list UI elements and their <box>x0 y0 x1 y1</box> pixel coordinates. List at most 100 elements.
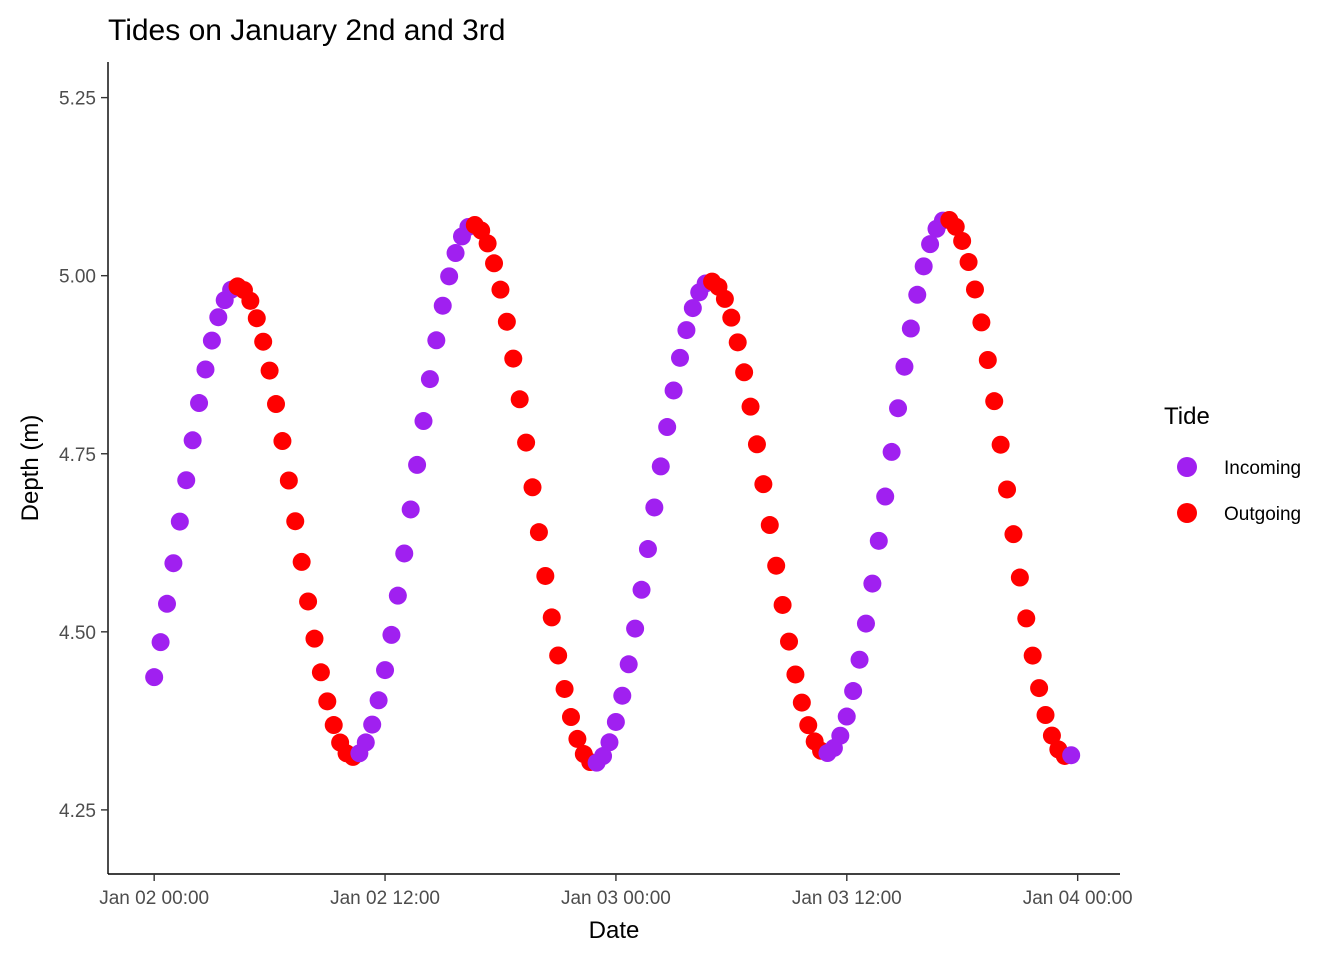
incoming-point <box>408 455 427 474</box>
incoming-point <box>433 296 452 315</box>
incoming-point <box>619 655 638 674</box>
incoming-point <box>209 308 228 327</box>
legend-swatch-incoming <box>1177 457 1197 477</box>
incoming-point <box>1062 746 1081 765</box>
incoming-point <box>164 554 183 573</box>
legend-title: Tide <box>1164 403 1210 430</box>
legend-label-incoming: Incoming <box>1224 458 1301 479</box>
incoming-point <box>677 321 696 340</box>
incoming-point <box>638 540 657 559</box>
outgoing-point <box>1023 646 1042 665</box>
incoming-point <box>869 531 888 550</box>
outgoing-point <box>568 729 587 748</box>
outgoing-point <box>555 679 574 698</box>
outgoing-point <box>311 663 330 682</box>
incoming-point <box>395 544 414 563</box>
outgoing-point <box>1017 609 1036 628</box>
incoming-point <box>651 457 670 476</box>
outgoing-point <box>799 716 818 735</box>
outgoing-point <box>241 291 260 310</box>
outgoing-point <box>715 289 734 308</box>
incoming-point <box>177 471 196 490</box>
outgoing-point <box>773 595 792 614</box>
outgoing-point <box>510 390 529 409</box>
outgoing-point <box>735 363 754 382</box>
y-axis-title: Depth (m) <box>17 415 44 522</box>
incoming-point <box>856 614 875 633</box>
outgoing-point <box>485 254 504 273</box>
incoming-point <box>440 267 459 286</box>
outgoing-point <box>299 592 318 611</box>
outgoing-point <box>978 351 997 369</box>
incoming-point <box>831 726 850 745</box>
incoming-point <box>683 299 702 318</box>
incoming-point <box>382 625 401 644</box>
outgoing-point <box>561 708 580 727</box>
outgoing-point <box>965 280 984 299</box>
incoming-point <box>671 348 689 367</box>
y-tick-label: 5.25 <box>59 89 96 110</box>
outgoing-point <box>972 313 991 332</box>
incoming-point <box>388 586 407 605</box>
outgoing-point <box>946 217 965 236</box>
y-tick-label: 4.25 <box>59 801 96 822</box>
outgoing-point <box>305 629 324 648</box>
incoming-point <box>145 668 164 687</box>
outgoing-point <box>767 556 786 575</box>
incoming-point <box>626 619 645 638</box>
incoming-point <box>613 686 632 705</box>
incoming-point <box>600 733 619 752</box>
incoming-point <box>645 498 664 517</box>
x-axis-title: Date <box>589 917 640 944</box>
outgoing-point <box>247 309 266 328</box>
outgoing-point <box>279 471 298 490</box>
outgoing-point <box>478 234 497 253</box>
outgoing-point <box>504 349 523 368</box>
outgoing-point <box>998 480 1017 499</box>
outgoing-point <box>497 312 516 331</box>
y-tick-label: 5.00 <box>59 267 96 288</box>
incoming-point <box>908 285 927 304</box>
outgoing-point <box>792 693 811 712</box>
outgoing-point <box>728 333 747 352</box>
outgoing-point <box>754 475 773 494</box>
incoming-point <box>850 650 869 669</box>
incoming-point <box>594 747 613 766</box>
y-tick-label: 4.50 <box>59 623 96 644</box>
outgoing-point <box>273 432 292 451</box>
incoming-point <box>183 431 202 450</box>
y-tick-label: 4.75 <box>59 445 96 466</box>
x-tick-label: Jan 02 00:00 <box>99 888 209 909</box>
x-tick-label: Jan 02 12:00 <box>330 888 440 909</box>
outgoing-point <box>1036 706 1055 724</box>
incoming-point <box>196 360 215 379</box>
incoming-point <box>158 594 176 613</box>
outgoing-point <box>523 478 542 497</box>
data-points <box>145 210 1081 772</box>
incoming-point <box>895 357 914 376</box>
x-tick-label: Jan 03 00:00 <box>561 888 671 909</box>
incoming-point <box>876 487 895 506</box>
outgoing-point <box>542 608 561 627</box>
outgoing-point <box>517 433 536 452</box>
y-axis-ticks: 4.25 4.50 4.75 5.00 5.25 <box>59 89 108 822</box>
incoming-point <box>202 331 221 350</box>
outgoing-point <box>324 716 343 735</box>
legend-label-outgoing: Outgoing <box>1224 504 1301 525</box>
incoming-point <box>420 370 439 389</box>
incoming-point <box>356 733 375 752</box>
incoming-point <box>363 715 382 734</box>
outgoing-point <box>985 392 1004 411</box>
incoming-point <box>376 661 395 680</box>
outgoing-point <box>286 512 305 531</box>
outgoing-point <box>747 435 766 454</box>
outgoing-point <box>529 523 548 542</box>
incoming-point <box>914 257 933 276</box>
outgoing-point <box>991 435 1010 454</box>
outgoing-point <box>1004 525 1023 544</box>
incoming-point <box>844 682 863 701</box>
outgoing-point <box>722 308 741 327</box>
outgoing-point <box>536 566 555 585</box>
incoming-point <box>658 418 677 437</box>
x-tick-label: Jan 04 00:00 <box>1023 888 1133 909</box>
